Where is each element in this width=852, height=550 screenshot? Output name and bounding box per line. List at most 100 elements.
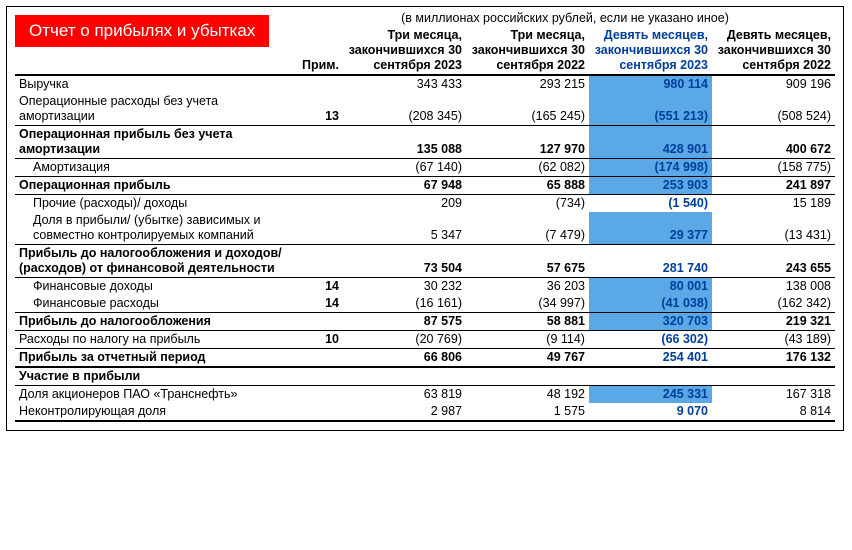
row-label: Неконтролирующая доля xyxy=(15,403,294,421)
table-row: Выручка 343 433293 215980 114909 196 xyxy=(15,75,835,93)
cell-value: 30 232 xyxy=(343,278,466,296)
row-note xyxy=(294,313,343,331)
row-note xyxy=(294,212,343,245)
row-label: Финансовые расходы xyxy=(15,295,294,313)
row-note xyxy=(294,403,343,421)
cell-value: 219 321 xyxy=(712,313,835,331)
row-label: Прибыль до налогообложения и доходов/ (р… xyxy=(15,245,294,278)
cell-value: 176 132 xyxy=(712,349,835,368)
cell-value: 343 433 xyxy=(343,75,466,93)
cell-value: 254 401 xyxy=(589,349,712,368)
header-c3: Девять месяцев, закончившихся 30 сентябр… xyxy=(589,27,712,75)
row-label: Доля в прибыли/ (убытке) зависимых и сов… xyxy=(15,212,294,245)
cell-value: (162 342) xyxy=(712,295,835,313)
cell-value: 909 196 xyxy=(712,75,835,93)
cell-value: 253 903 xyxy=(589,177,712,195)
income-statement-table: Прим. Три месяца, закончившихся 30 сентя… xyxy=(15,27,835,422)
cell-value: 1 575 xyxy=(466,403,589,421)
cell-value: 67 948 xyxy=(343,177,466,195)
row-label: Доля акционеров ПАО «Транснефть» xyxy=(15,386,294,404)
cell-value: (508 524) xyxy=(712,93,835,126)
row-note xyxy=(294,177,343,195)
row-note xyxy=(294,245,343,278)
row-note: 10 xyxy=(294,331,343,349)
row-label: Операционная прибыль xyxy=(15,177,294,195)
table-row: Прибыль за отчетный период66 80649 76725… xyxy=(15,349,835,368)
row-note: 14 xyxy=(294,278,343,296)
header-c2: Три месяца, закончившихся 30 сентября 20… xyxy=(466,27,589,75)
row-note xyxy=(294,349,343,368)
cell-value: 29 377 xyxy=(589,212,712,245)
cell-value: (34 997) xyxy=(466,295,589,313)
cell-value: (734) xyxy=(466,195,589,213)
table-row: Прочие (расходы)/ доходы209(734)(1 540)1… xyxy=(15,195,835,213)
cell-value: (9 114) xyxy=(466,331,589,349)
header-note: Прим. xyxy=(294,27,343,75)
cell-value: (551 213) xyxy=(589,93,712,126)
table-row: Финансовые расходы14(16 161)(34 997)(41 … xyxy=(15,295,835,313)
cell-value: 2 987 xyxy=(343,403,466,421)
cell-value: 49 767 xyxy=(466,349,589,368)
cell-value: 241 897 xyxy=(712,177,835,195)
cell-value: 428 901 xyxy=(589,126,712,159)
cell-value: 167 318 xyxy=(712,386,835,404)
cell-value: (174 998) xyxy=(589,159,712,177)
title-badge: Отчет о прибылях и убытках xyxy=(15,15,269,47)
cell-value: 58 881 xyxy=(466,313,589,331)
cell-value: 65 888 xyxy=(466,177,589,195)
cell-value: 36 203 xyxy=(466,278,589,296)
cell-value: (16 161) xyxy=(343,295,466,313)
cell-value: (20 769) xyxy=(343,331,466,349)
cell-value: 87 575 xyxy=(343,313,466,331)
table-row: Расходы по налогу на прибыль10(20 769)(9… xyxy=(15,331,835,349)
cell-value: 281 740 xyxy=(589,245,712,278)
row-note xyxy=(294,195,343,213)
cell-value: 293 215 xyxy=(466,75,589,93)
row-label: Прочие (расходы)/ доходы xyxy=(15,195,294,213)
row-label: Расходы по налогу на прибыль xyxy=(15,331,294,349)
cell-value: (41 038) xyxy=(589,295,712,313)
cell-value: 320 703 xyxy=(589,313,712,331)
cell-value: 48 192 xyxy=(466,386,589,404)
cell-value: (62 082) xyxy=(466,159,589,177)
cell-value xyxy=(589,367,712,386)
cell-value: 5 347 xyxy=(343,212,466,245)
cell-value: (158 775) xyxy=(712,159,835,177)
cell-value xyxy=(343,367,466,386)
cell-value: 73 504 xyxy=(343,245,466,278)
row-label: Финансовые доходы xyxy=(15,278,294,296)
row-label: Прибыль до налогообложения xyxy=(15,313,294,331)
report-frame: Отчет о прибылях и убытках (в миллионах … xyxy=(6,6,844,431)
table-row: Операционная прибыль 67 94865 888253 9032… xyxy=(15,177,835,195)
cell-value xyxy=(466,367,589,386)
cell-value: 135 088 xyxy=(343,126,466,159)
row-note xyxy=(294,159,343,177)
table-row: Участие в прибыли xyxy=(15,367,835,386)
header-c1: Три месяца, закончившихся 30 сентября 20… xyxy=(343,27,466,75)
table-row: Доля в прибыли/ (убытке) зависимых и сов… xyxy=(15,212,835,245)
cell-value xyxy=(712,367,835,386)
header-c4: Девять месяцев, закончившихся 30 сентябр… xyxy=(712,27,835,75)
cell-value: 980 114 xyxy=(589,75,712,93)
row-label: Участие в прибыли xyxy=(15,367,294,386)
row-label: Амортизация xyxy=(15,159,294,177)
row-note xyxy=(294,75,343,93)
cell-value: 243 655 xyxy=(712,245,835,278)
row-note: 13 xyxy=(294,93,343,126)
cell-value: 400 672 xyxy=(712,126,835,159)
row-label: Выручка xyxy=(15,75,294,93)
table-row: Операционная прибыль без учета амортизац… xyxy=(15,126,835,159)
cell-value: 63 819 xyxy=(343,386,466,404)
table-row: Неконтролирующая доля2 9871 5759 0708 81… xyxy=(15,403,835,421)
row-note xyxy=(294,367,343,386)
cell-value: (66 302) xyxy=(589,331,712,349)
cell-value: 15 189 xyxy=(712,195,835,213)
cell-value: 66 806 xyxy=(343,349,466,368)
table-row: Операционные расходы без учета амортизац… xyxy=(15,93,835,126)
cell-value: 209 xyxy=(343,195,466,213)
table-row: Амортизация(67 140)(62 082)(174 998)(158… xyxy=(15,159,835,177)
cell-value: 127 970 xyxy=(466,126,589,159)
row-note xyxy=(294,386,343,404)
cell-value: (165 245) xyxy=(466,93,589,126)
row-label: Операционные расходы без учета амортизац… xyxy=(15,93,294,126)
